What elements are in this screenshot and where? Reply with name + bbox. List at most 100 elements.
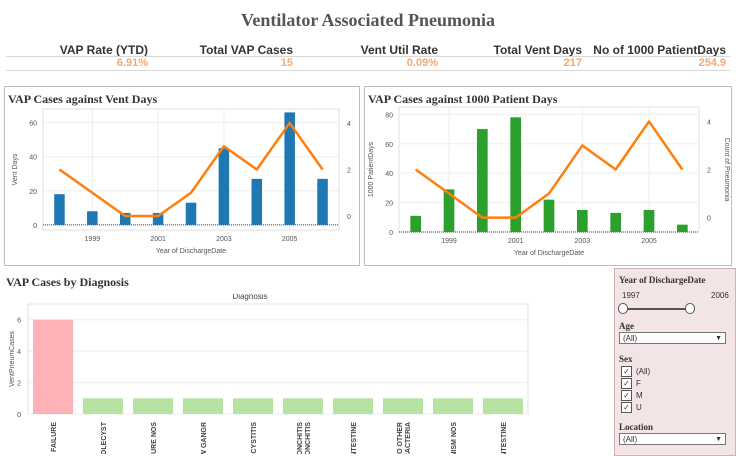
chevron-down-icon: ▼	[715, 335, 722, 342]
y-axis-title: 1000 PatientDays	[368, 141, 375, 197]
checkbox-checked-icon[interactable]: ✓	[621, 402, 632, 414]
sex-option-all[interactable]: ✓ (All)	[621, 366, 650, 378]
kpi-patient-days-value: 254.9	[698, 57, 726, 69]
y2-tick-label: 0	[707, 216, 711, 223]
kpi-vent-util-rate-value: 0.09%	[406, 57, 438, 69]
checkbox-checked-icon[interactable]: ✓	[621, 366, 632, 378]
category-label: NTESTINE	[351, 422, 358, 454]
y-tick-label: 6	[17, 318, 21, 325]
y2-axis-title: Count of Pneumonia	[723, 138, 730, 202]
year-filter-max: 2006	[711, 291, 729, 300]
y-axis-title: Vent Days	[12, 153, 19, 185]
y-tick-label: 60	[29, 121, 37, 128]
bar	[83, 398, 123, 414]
kpi-total-vent-days-label: Total Vent Days	[493, 43, 582, 57]
y-tick-label: 0	[389, 230, 393, 237]
year-slider-min-handle[interactable]	[618, 303, 628, 314]
age-dropdown[interactable]: (All) ▼	[619, 332, 726, 344]
bar	[383, 398, 423, 414]
bar	[677, 224, 688, 232]
pneumonia-line	[414, 120, 684, 219]
x-axis-title: Year of DischargeDate	[156, 248, 226, 255]
y2-tick-label: 2	[347, 168, 351, 175]
year-slider-track[interactable]	[625, 308, 689, 310]
category-label: CYSTITIS	[251, 422, 258, 454]
bar	[510, 117, 521, 232]
bar	[284, 112, 295, 225]
category-label: URE NOS	[151, 422, 158, 454]
pneumonia-line	[58, 121, 324, 218]
kpi-total-vent-days-value: 217	[563, 57, 582, 69]
category-label: NISM NOS	[451, 422, 458, 454]
x-axis-title: Year of DischargeDate	[514, 250, 584, 257]
x-tick-label: 2005	[641, 238, 657, 245]
year-filter-label: Year of DischargeDate	[619, 275, 706, 285]
x-tick-label: 2003	[575, 238, 591, 245]
bar	[410, 215, 421, 232]
sex-option-u[interactable]: ✓ U	[621, 402, 642, 414]
y-tick-label: 4	[17, 349, 21, 356]
sex-option-f[interactable]: ✓ F	[621, 378, 641, 390]
kpi-divider-bottom	[6, 70, 730, 71]
checkbox-checked-icon[interactable]: ✓	[621, 378, 632, 390]
x-tick-label: 1999	[85, 236, 101, 243]
sex-filter-label: Sex	[619, 354, 633, 364]
x-tick-label: 2001	[150, 236, 166, 243]
y-tick-label: 80	[385, 112, 393, 119]
bar	[185, 202, 197, 225]
year-slider-max-handle[interactable]	[685, 303, 695, 314]
bar	[317, 178, 328, 225]
category-label: Y FAILURE	[51, 422, 58, 454]
bar	[643, 209, 655, 232]
filter-panel: Year of DischargeDate 1997 2006 Age (All…	[614, 268, 736, 456]
patient-days-chart-title: VAP Cases against 1000 Patient Days	[368, 92, 558, 106]
y-tick-label: 0	[17, 412, 21, 419]
bar	[477, 129, 488, 232]
kpi-divider	[6, 56, 730, 57]
y2-tick-label: 4	[707, 119, 711, 126]
bar	[483, 398, 523, 414]
kpi-vap-rate-value: 6.91%	[116, 57, 148, 69]
category-label: TO OTHERBACTERIA	[397, 422, 412, 454]
patient-days-chart: 0 20 40 60 80 1999 2001 2003 2005 0 2 4 1000 Patient…	[368, 106, 730, 257]
bar	[152, 212, 164, 225]
diagnosis-header: Diagnosis	[232, 294, 267, 301]
bar	[251, 178, 263, 225]
chevron-down-icon: ▼	[715, 436, 722, 443]
x-tick-label: 2003	[216, 236, 232, 243]
y-tick-label: 60	[385, 142, 393, 149]
kpi-total-vap-cases-label: Total VAP Cases	[199, 43, 293, 57]
kpi-total-vap-cases-value: 15	[280, 57, 293, 69]
y2-tick-label: 4	[347, 121, 351, 128]
checkbox-checked-icon[interactable]: ✓	[621, 390, 632, 402]
bar	[577, 209, 588, 232]
bar	[433, 398, 473, 414]
y-tick-label: 20	[385, 201, 393, 208]
sex-option-m[interactable]: ✓ M	[621, 390, 643, 402]
y-tick-label: 40	[29, 155, 37, 162]
y-axis-title: VentPneumCases	[9, 330, 16, 387]
patient-days-panel: VAP Cases against 1000 Patient Days 0 20 4…	[364, 86, 732, 266]
age-filter-label: Age	[619, 321, 634, 331]
bar	[543, 199, 555, 232]
plot-area	[42, 108, 340, 231]
vent-days-panel: VAP Cases against Vent Days 0 20 40 60 1999 2…	[4, 86, 360, 266]
y2-tick-label: 0	[347, 214, 351, 221]
y-tick-label: 0	[33, 223, 37, 230]
category-label: NTESTINE	[501, 422, 508, 454]
diagnosis-chart-title: VAP Cases by Diagnosis	[6, 275, 129, 289]
bar	[283, 398, 323, 414]
bar	[233, 398, 273, 414]
location-dropdown[interactable]: (All) ▼	[619, 433, 726, 445]
bar	[443, 189, 455, 232]
category-label: HOLECYST	[101, 421, 108, 454]
x-tick-label: 2001	[508, 238, 524, 245]
y-tick-label: 2	[17, 381, 21, 388]
category-label: ONCHITISONCHITIS	[297, 422, 312, 454]
bar	[133, 398, 173, 414]
bar	[610, 212, 621, 232]
year-filter-min: 1997	[622, 291, 640, 300]
location-dropdown-value: (All)	[623, 435, 638, 444]
